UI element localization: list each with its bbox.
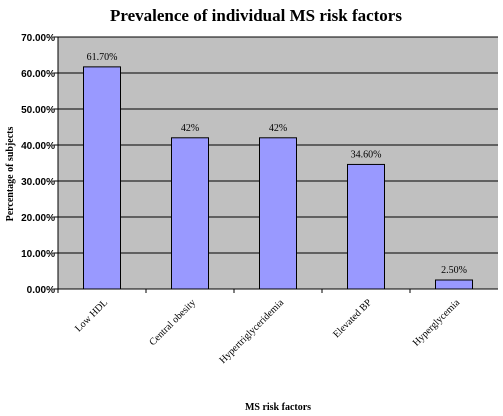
- x-tick-label: Central obesity: [147, 297, 198, 348]
- y-tick-label: 60.00%: [21, 69, 55, 80]
- y-tick-label: 10.00%: [21, 249, 55, 260]
- bar: [347, 163, 385, 290]
- x-tick-label: Elevated BP: [331, 297, 374, 340]
- x-axis-tick-labels: Low HDL Central obesity Hypertriglyceridem…: [57, 289, 463, 366]
- bar: [259, 137, 297, 290]
- y-axis-title: Percentage of subjects: [5, 127, 16, 222]
- y-tick-label: 30.00%: [21, 177, 55, 188]
- data-label: 34.60%: [351, 149, 382, 160]
- data-label: 42%: [181, 123, 199, 134]
- bar: [435, 279, 473, 290]
- bar: [83, 66, 121, 290]
- data-label: 42%: [269, 123, 287, 134]
- y-axis-ticks: 0.00% 10.00% 20.00% 30.00% 40.00% 50.00% 60.00…: [21, 33, 58, 296]
- bars: [83, 66, 473, 290]
- y-tick-label: 70.00%: [21, 33, 55, 44]
- data-label: 61.70%: [87, 52, 118, 63]
- data-label: 2.50%: [441, 265, 467, 276]
- data-labels: 61.70% 42% 42% 34.60% 2.50%: [87, 52, 467, 276]
- x-tick-label: Hypertriglyceridemia: [217, 297, 286, 366]
- x-tick-label: Low HDL: [73, 297, 110, 334]
- x-axis-title: MS risk factors: [245, 402, 311, 413]
- chart-title: Prevalence of individual MS risk factors: [110, 6, 402, 25]
- y-tick-label: 50.00%: [21, 105, 55, 116]
- y-tick-label: 0.00%: [27, 285, 55, 296]
- y-tick-label: 40.00%: [21, 141, 55, 152]
- bar: [171, 137, 209, 290]
- y-tick-label: 20.00%: [21, 213, 55, 224]
- x-tick-label: Hyperglycemia: [411, 297, 463, 349]
